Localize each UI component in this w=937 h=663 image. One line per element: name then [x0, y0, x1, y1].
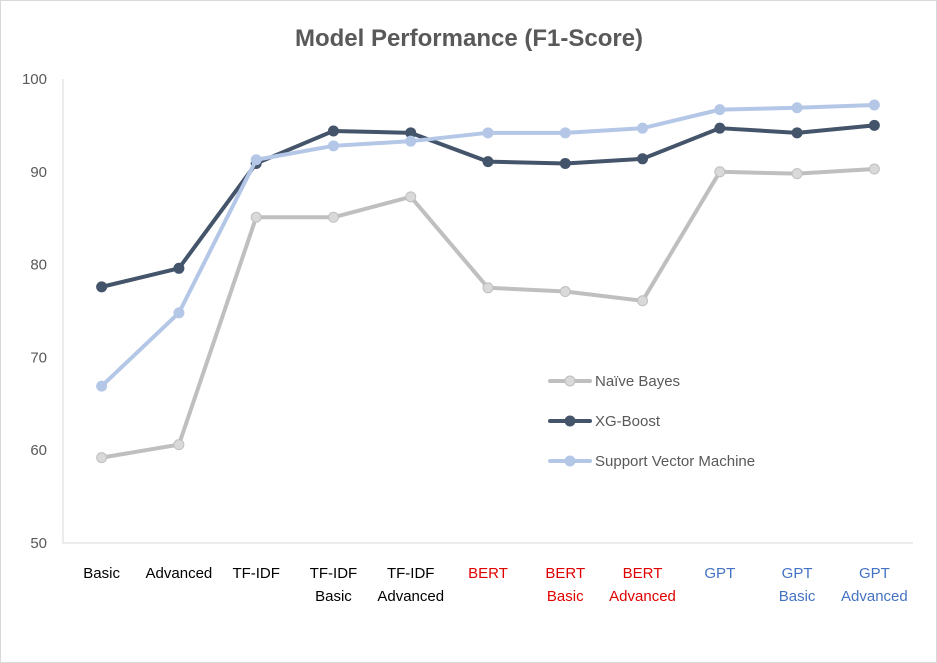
series-1	[96, 119, 880, 293]
axes: 50 60 70 80 90 100 Basic Advanced TF-IDF TF-IDF Ba…	[22, 71, 913, 605]
series-line	[99, 123, 877, 289]
series-0	[96, 163, 880, 464]
x-tick-label: TF-IDF Basic	[310, 565, 357, 605]
data-point	[173, 262, 185, 274]
data-point	[327, 140, 339, 152]
y-tick-label: 90	[30, 164, 47, 181]
x-tick-label: GPT	[704, 565, 735, 582]
legend-item: XG-Boost	[548, 413, 661, 430]
x-tick-label: Basic	[83, 565, 120, 582]
y-tick-label: 50	[30, 535, 47, 552]
data-point	[482, 282, 494, 294]
data-point	[791, 127, 803, 139]
data-point	[791, 102, 803, 114]
x-tick-label: TF-IDF	[232, 565, 279, 582]
legend-label: Support Vector Machine	[595, 453, 755, 470]
chart-title: Model Performance (F1-Score)	[295, 25, 643, 52]
legend-marker	[564, 455, 576, 467]
data-point	[173, 307, 185, 319]
legend-label: Naïve Bayes	[595, 373, 680, 390]
data-point	[96, 380, 108, 392]
data-point	[637, 153, 649, 165]
y-tick-label: 100	[22, 71, 47, 88]
data-point	[173, 439, 185, 451]
data-point	[559, 157, 571, 169]
data-point	[96, 281, 108, 293]
data-point	[868, 163, 880, 175]
x-tick-label: TF-IDF Advanced	[377, 565, 444, 605]
data-point	[637, 295, 649, 307]
data-point	[637, 122, 649, 134]
data-point	[868, 119, 880, 131]
data-point	[405, 191, 417, 203]
data-point	[250, 154, 262, 166]
data-point	[559, 286, 571, 298]
legend-marker	[564, 375, 576, 387]
series-layer	[96, 99, 880, 464]
y-tick-label: 60	[30, 442, 47, 459]
legend-label: XG-Boost	[595, 413, 661, 430]
x-tick-label: BERT	[468, 565, 508, 582]
x-tick-label: GPT Advanced	[841, 565, 908, 605]
legend-item: Support Vector Machine	[548, 453, 755, 470]
data-point	[482, 127, 494, 139]
data-point	[482, 156, 494, 168]
data-point	[714, 166, 726, 178]
data-point	[327, 211, 339, 223]
legend: Naïve Bayes XG-Boost Support Vector Machin…	[548, 373, 755, 470]
data-point	[405, 135, 417, 147]
legend-item: Naïve Bayes	[548, 373, 680, 390]
data-point	[868, 99, 880, 111]
series-line	[99, 167, 877, 460]
data-point	[714, 122, 726, 134]
y-tick-label: 80	[30, 257, 47, 274]
data-point	[250, 211, 262, 223]
x-tick-label: GPT Basic	[779, 565, 816, 605]
data-point	[791, 168, 803, 180]
x-tick-label: BERT Basic	[545, 565, 585, 605]
x-tick-label: Advanced	[146, 565, 213, 582]
data-point	[559, 127, 571, 139]
data-point	[714, 104, 726, 116]
legend-marker	[564, 415, 576, 427]
x-tick-label: BERT Advanced	[609, 565, 676, 605]
data-point	[327, 125, 339, 137]
series-line	[99, 102, 877, 389]
series-2	[96, 99, 880, 392]
y-tick-label: 70	[30, 349, 47, 366]
data-point	[96, 452, 108, 464]
